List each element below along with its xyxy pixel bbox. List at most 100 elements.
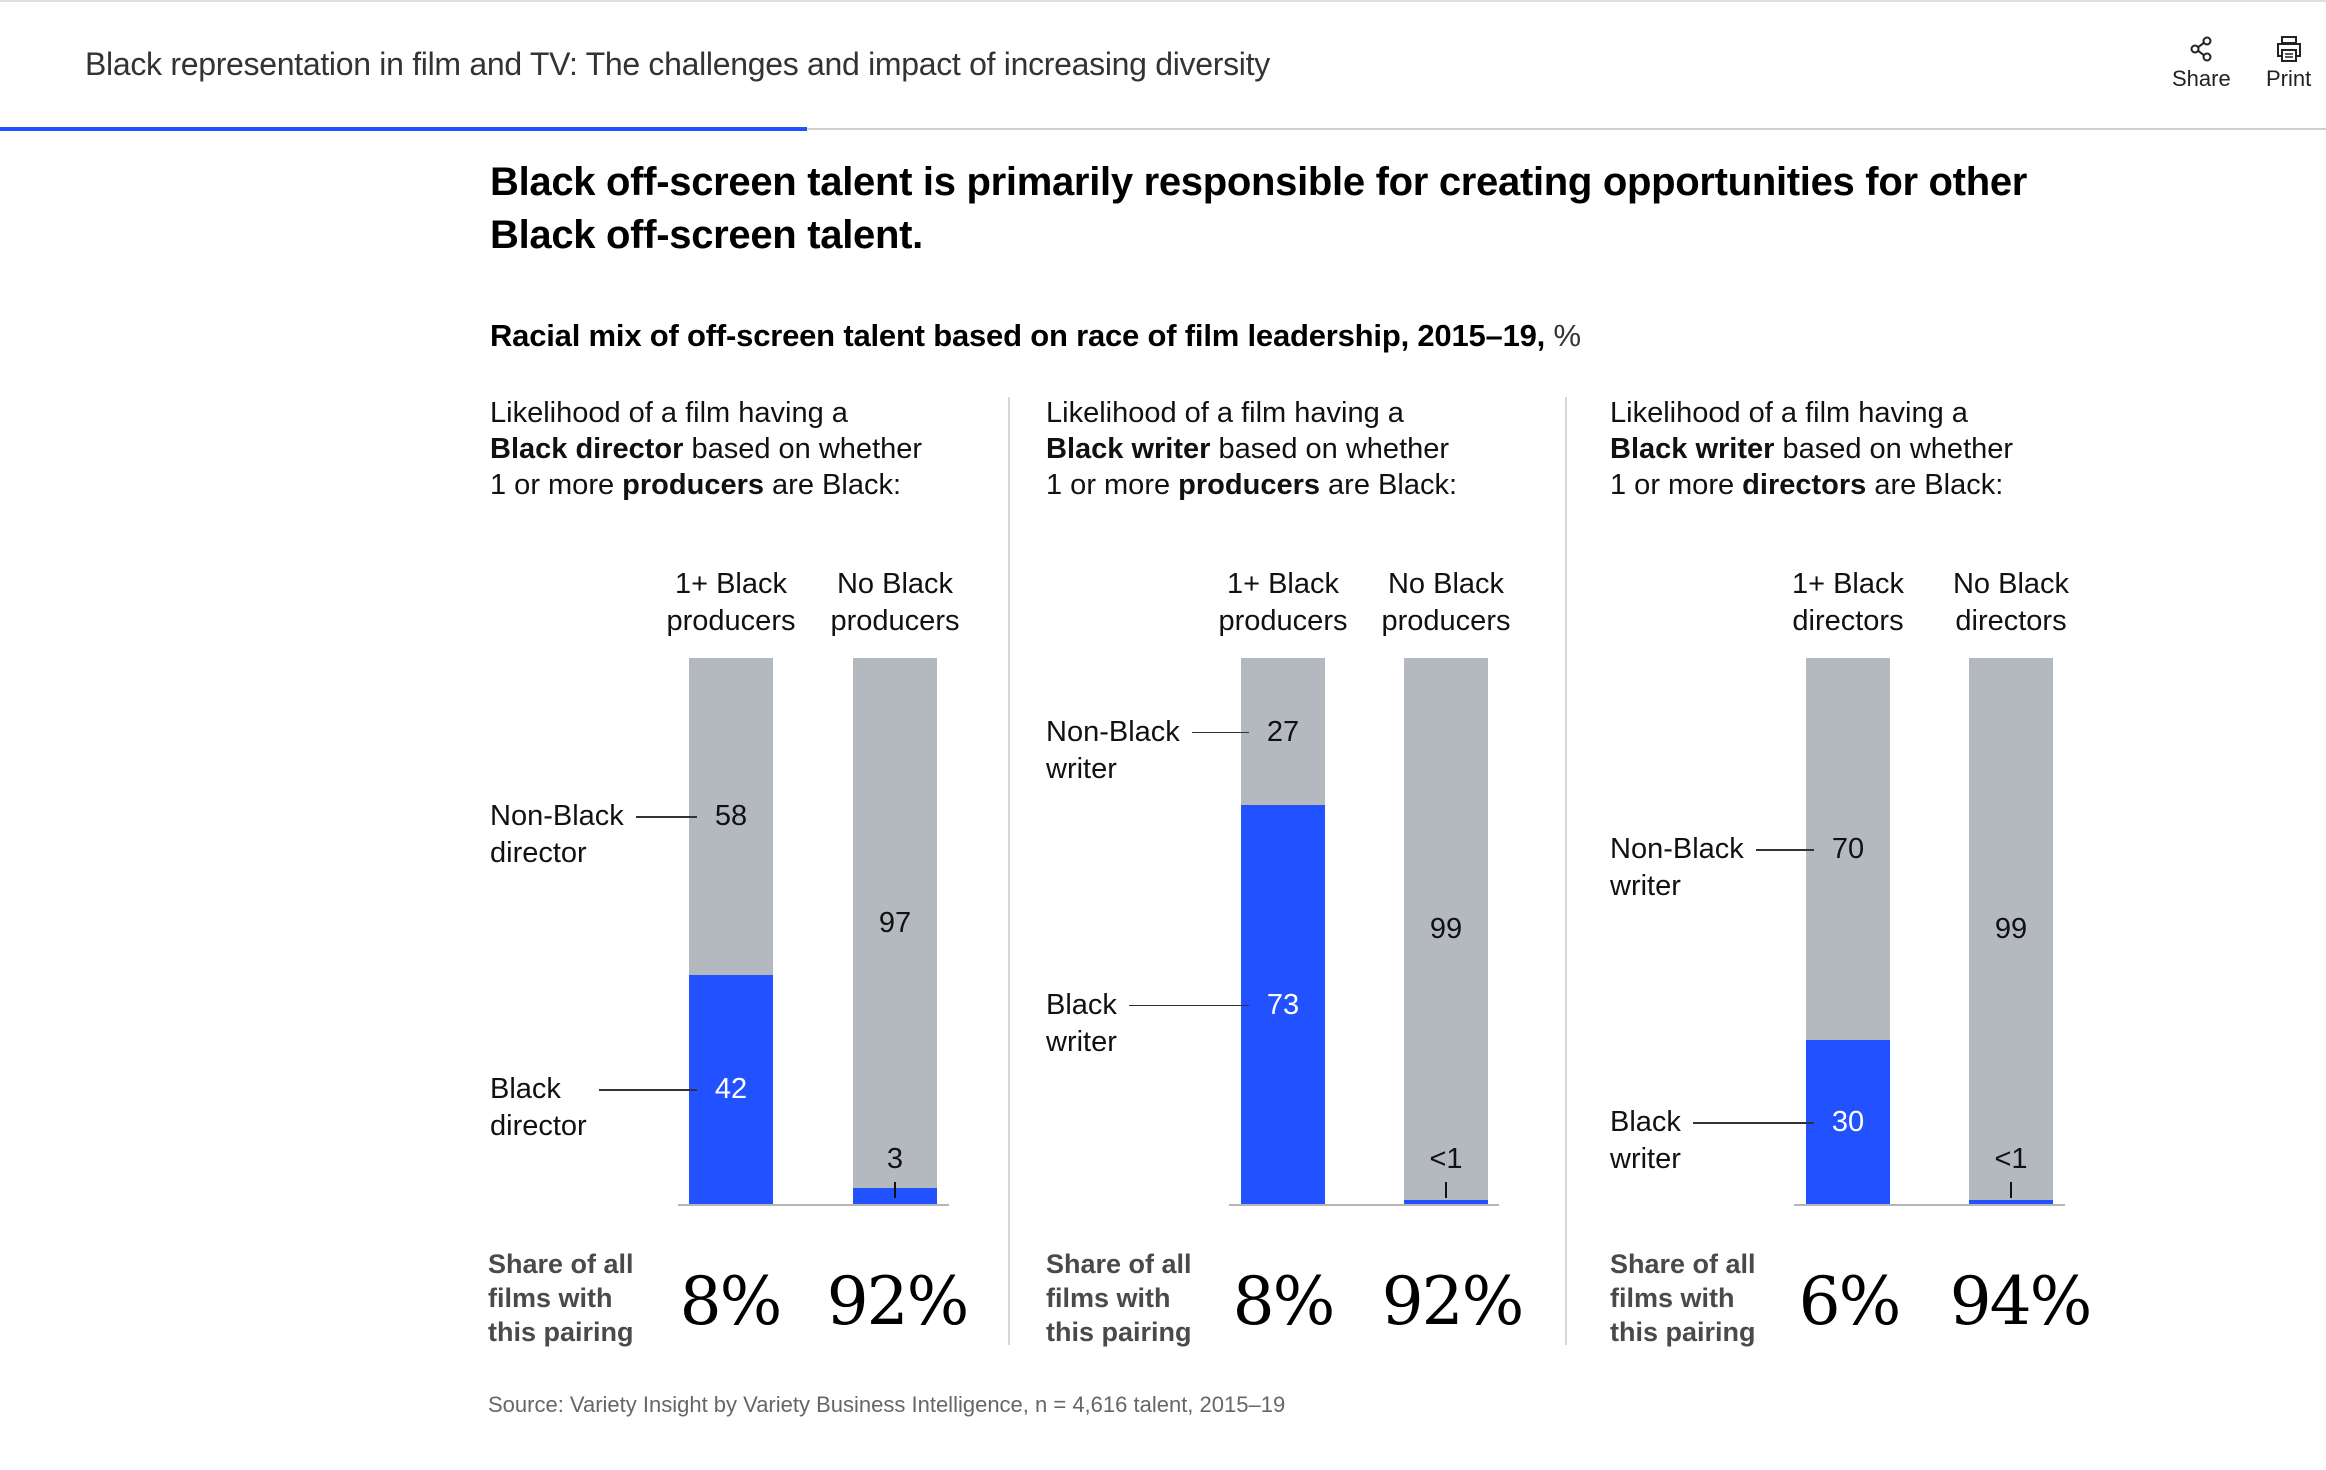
description-emphasis: producers: [1178, 469, 1320, 501]
data-label-non-black: 97: [878, 906, 912, 939]
bar-segment-black: [1969, 1199, 2053, 1204]
leader-line: [1128, 1004, 1249, 1007]
panel-divider: [1565, 397, 1567, 1345]
series-label-line: writer: [1046, 752, 1117, 785]
series-label-line: Non-Black: [1610, 833, 1744, 866]
subtitle-text: Racial mix of off-screen talent based on…: [490, 318, 1546, 353]
category-label-line: producers: [1381, 605, 1511, 637]
source-note: Source: Variety Insight by Variety Busin…: [488, 1392, 1286, 1417]
data-label-black: <1: [1429, 1143, 1463, 1175]
leader-line: [1692, 1122, 1814, 1124]
description-emphasis: Black writer: [1610, 433, 1775, 465]
data-label-black: 30: [1831, 1106, 1865, 1139]
data-label-non-black: 99: [1429, 912, 1463, 945]
bar-segment-non-black: [1969, 658, 2053, 1200]
category-label-line: producers: [830, 605, 960, 637]
category-label: 1+ Black producers: [1208, 566, 1358, 640]
chart-subtitle: Racial mix of off-screen talent based on…: [490, 318, 1581, 354]
top-border: [0, 0, 2326, 2]
category-label-line: No Black: [836, 568, 954, 600]
data-label-tick: [894, 1182, 896, 1198]
description-emphasis: Black writer: [1046, 433, 1211, 465]
series-label-non-black: Non-Black director: [490, 798, 624, 872]
series-label-black: Black writer: [1046, 987, 1117, 1061]
category-label-line: producers: [666, 605, 796, 637]
share-label-line: films with: [488, 1283, 613, 1313]
print-button[interactable]: Print: [2266, 34, 2311, 92]
category-label-line: producers: [1218, 605, 1348, 637]
article-title: Black representation in film and TV: The…: [85, 46, 1270, 82]
category-label: 1+ Black directors: [1773, 566, 1923, 640]
description-emphasis: directors: [1742, 469, 1867, 501]
data-label-tick: [1445, 1182, 1447, 1198]
share-value: 8%: [679, 1263, 783, 1340]
data-label-non-black: 58: [714, 800, 748, 833]
bar-segment-black: [1806, 1040, 1890, 1204]
series-label-line: Non-Black: [1046, 715, 1180, 748]
series-label-line: director: [490, 837, 587, 870]
series-label-line: Black: [1046, 988, 1117, 1021]
share-label-line: Share of all: [1046, 1249, 1192, 1279]
share-label-line: this pairing: [488, 1317, 634, 1347]
share-label: Share of all films with this pairing: [1046, 1247, 1192, 1349]
category-label: 1+ Black producers: [656, 566, 806, 640]
panel-description: Likelihood of a film having a Black write…: [1610, 395, 2013, 503]
description-line: Black director based on whether: [490, 433, 923, 465]
category-label-line: No Black: [1387, 568, 1505, 600]
leader-line: [598, 1089, 697, 1091]
description-line: 1 or more directors are Black:: [1610, 469, 2004, 501]
bar-segment-black: [1241, 805, 1325, 1204]
category-label: No Black producers: [820, 566, 970, 640]
share-label-line: Share of all: [488, 1249, 634, 1279]
share-label-line: films with: [1046, 1283, 1171, 1313]
reading-progress-track: [0, 128, 2326, 130]
data-label-black: 42: [714, 1073, 748, 1106]
category-label-line: 1+ Black: [1791, 568, 1905, 600]
share-icon: [2190, 36, 2212, 62]
category-label: No Black producers: [1371, 566, 1521, 640]
bar-segment-non-black: [1404, 658, 1488, 1200]
data-label-black: 73: [1266, 988, 1300, 1021]
bar-segment-non-black: [853, 658, 937, 1188]
subtitle-unit: %: [1553, 318, 1582, 353]
series-label-line: writer: [1610, 1143, 1681, 1176]
description-line: Black writer based on whether: [1046, 433, 1450, 465]
x-axis-baseline: [678, 1204, 949, 1206]
share-value: 8%: [1232, 1263, 1336, 1340]
data-label-non-black: 70: [1831, 833, 1865, 866]
share-label-line: this pairing: [1046, 1317, 1192, 1347]
reading-progress-fill: [0, 127, 808, 131]
description-line: Likelihood of a film having a: [1610, 397, 1968, 429]
share-value: 92%: [1381, 1263, 1525, 1340]
bar-segment-black: [689, 974, 773, 1204]
chart-title: Black off-screen talent is primarily res…: [490, 160, 2028, 257]
series-label-black: Black writer: [1610, 1104, 1681, 1178]
description-line: Likelihood of a film having a: [490, 397, 848, 429]
series-label-non-black: Non-Black writer: [1610, 831, 1744, 905]
share-button[interactable]: Share: [2172, 34, 2231, 92]
series-label-line: writer: [1046, 1025, 1117, 1058]
series-label-line: Non-Black: [490, 800, 624, 833]
data-label-black: <1: [1994, 1143, 2028, 1175]
description-line: Likelihood of a film having a: [1046, 397, 1404, 429]
category-label: No Black directors: [1936, 566, 2086, 640]
description-emphasis: producers: [622, 469, 764, 501]
share-label: Share: [2172, 66, 2231, 91]
series-label-line: Black: [1610, 1106, 1681, 1139]
category-label-line: 1+ Black: [674, 568, 788, 600]
data-label-non-black: 27: [1266, 715, 1300, 748]
share-label-line: films with: [1610, 1283, 1735, 1313]
share-label-line: Share of all: [1610, 1249, 1756, 1279]
bar-segment-non-black: [1806, 658, 1890, 1041]
share-label-line: this pairing: [1610, 1317, 1756, 1347]
leader-line: [1191, 731, 1249, 734]
share-value: 94%: [1949, 1263, 2093, 1340]
share-label: Share of all films with this pairing: [488, 1247, 634, 1349]
series-label-non-black: Non-Black writer: [1046, 714, 1180, 788]
description-line: 1 or more producers are Black:: [490, 469, 901, 501]
leader-line: [635, 816, 697, 818]
category-label-line: directors: [1792, 605, 1904, 637]
panel-description: Likelihood of a film having a Black write…: [1046, 395, 1457, 503]
bar-segment-non-black: [689, 658, 773, 975]
description-line: 1 or more producers are Black:: [1046, 469, 1457, 501]
